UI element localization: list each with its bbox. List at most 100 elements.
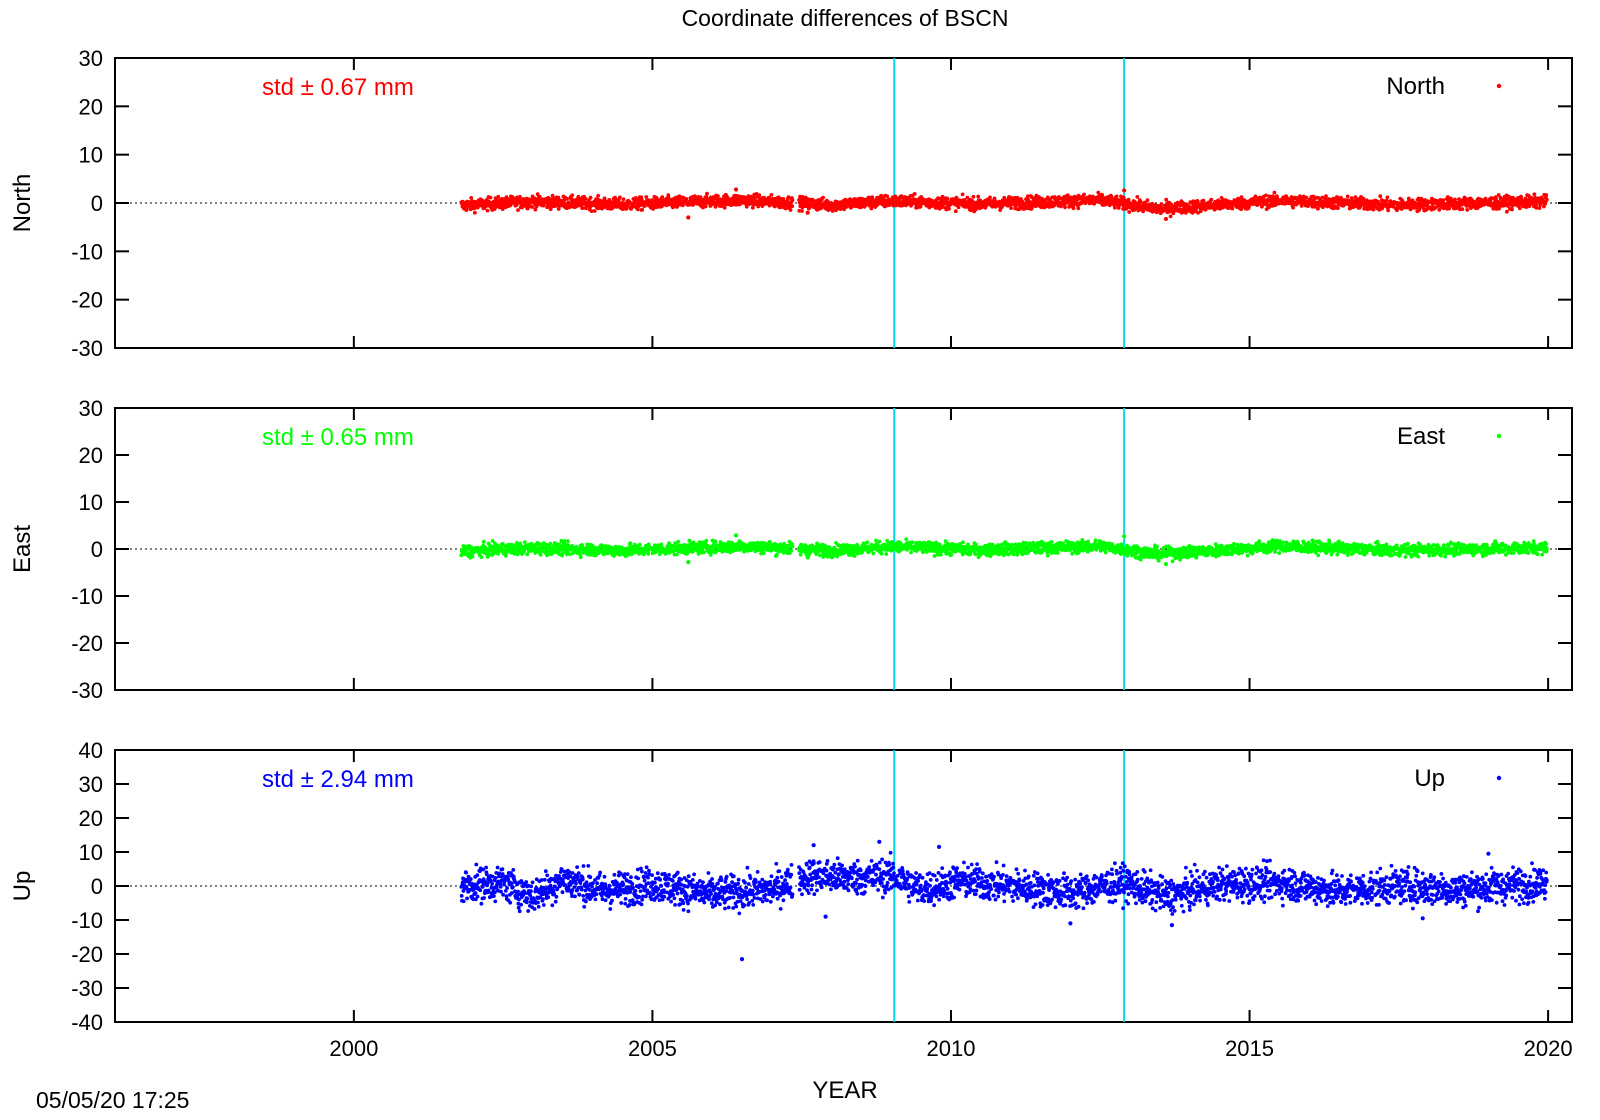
data-point bbox=[818, 553, 822, 558]
data-point bbox=[602, 196, 607, 201]
data-point bbox=[871, 551, 876, 556]
data-point bbox=[470, 554, 475, 559]
data-point bbox=[635, 207, 640, 212]
data-point bbox=[1441, 198, 1446, 203]
data-point bbox=[1264, 193, 1268, 198]
data-point bbox=[956, 205, 961, 210]
data-point bbox=[613, 195, 617, 200]
y-tick-label: 0 bbox=[91, 537, 103, 562]
data-point bbox=[570, 193, 575, 198]
data-point bbox=[904, 537, 909, 541]
data-point bbox=[852, 554, 857, 558]
std-label: std ± 0.65 mm bbox=[262, 424, 414, 451]
data-point bbox=[1545, 197, 1549, 202]
data-point bbox=[472, 206, 477, 211]
data-point bbox=[1009, 206, 1013, 211]
data-point bbox=[1076, 206, 1081, 211]
data-point bbox=[945, 196, 950, 201]
data-point bbox=[617, 552, 622, 557]
data-point bbox=[1272, 190, 1277, 195]
data-point bbox=[548, 541, 553, 546]
data-point bbox=[1505, 209, 1509, 214]
data-point bbox=[588, 195, 593, 200]
data-point bbox=[1116, 206, 1121, 210]
data-point bbox=[961, 540, 965, 545]
y-tick-label: -20 bbox=[71, 288, 103, 313]
data-point bbox=[637, 542, 642, 547]
data-points bbox=[459, 533, 1549, 567]
data-point bbox=[580, 206, 585, 211]
data-point bbox=[633, 196, 638, 200]
data-point bbox=[516, 208, 520, 213]
legend-marker bbox=[1496, 83, 1502, 89]
data-point bbox=[1168, 214, 1173, 219]
data-point bbox=[538, 553, 543, 557]
data-point bbox=[800, 209, 804, 213]
data-point bbox=[790, 544, 795, 549]
data-point-outlier bbox=[1122, 188, 1127, 193]
data-point bbox=[515, 552, 520, 557]
data-point bbox=[1071, 206, 1076, 211]
data-point bbox=[646, 552, 651, 556]
data-point bbox=[821, 195, 825, 200]
data-point bbox=[1386, 208, 1390, 213]
data-point bbox=[973, 552, 978, 557]
y-tick-label: 0 bbox=[91, 191, 103, 216]
data-point bbox=[949, 552, 954, 557]
data-point bbox=[790, 198, 795, 203]
data-point bbox=[790, 204, 795, 209]
data-point bbox=[798, 552, 803, 557]
data-point bbox=[909, 550, 913, 555]
data-point bbox=[879, 551, 884, 556]
data-point bbox=[479, 555, 484, 560]
data-point bbox=[1510, 207, 1514, 212]
data-point bbox=[769, 193, 774, 197]
y-tick-label: -20 bbox=[71, 631, 103, 656]
data-point bbox=[481, 539, 486, 544]
data-point bbox=[953, 209, 958, 214]
data-point bbox=[775, 552, 779, 557]
data-point bbox=[761, 551, 766, 556]
data-point bbox=[485, 208, 490, 213]
data-point bbox=[722, 205, 727, 210]
legend-label: North bbox=[1386, 73, 1445, 100]
data-point bbox=[702, 550, 706, 555]
data-point bbox=[583, 196, 588, 201]
data-point bbox=[938, 552, 943, 557]
data-point bbox=[469, 196, 474, 200]
chart-title: Coordinate differences of BSCN bbox=[682, 5, 1009, 31]
data-point bbox=[1371, 207, 1376, 212]
data-point-outlier bbox=[686, 215, 691, 220]
data-point bbox=[1447, 206, 1452, 211]
data-point bbox=[877, 539, 882, 544]
data-point bbox=[617, 195, 622, 200]
data-point bbox=[644, 195, 649, 199]
data-point bbox=[525, 552, 530, 557]
data-point bbox=[566, 539, 570, 543]
data-point bbox=[1291, 205, 1295, 210]
data-point bbox=[518, 195, 522, 199]
data-point bbox=[940, 194, 945, 199]
data-point bbox=[595, 202, 599, 207]
data-point bbox=[1209, 197, 1214, 202]
y-axis-title: North bbox=[9, 174, 36, 233]
data-point bbox=[565, 196, 569, 201]
y-tick-label: 10 bbox=[79, 143, 103, 168]
data-point bbox=[496, 194, 501, 199]
data-point bbox=[666, 193, 671, 198]
data-point bbox=[1230, 206, 1235, 211]
data-point bbox=[1127, 210, 1132, 214]
data-point bbox=[703, 204, 708, 209]
data-point bbox=[1063, 205, 1067, 210]
data-point bbox=[1138, 199, 1143, 204]
data-point bbox=[578, 555, 583, 560]
data-point bbox=[473, 210, 477, 215]
data-point bbox=[678, 198, 683, 203]
data-point bbox=[947, 207, 951, 211]
data-point bbox=[1145, 198, 1150, 203]
data-point bbox=[1345, 194, 1350, 199]
data-point bbox=[874, 538, 878, 543]
data-point bbox=[1135, 195, 1140, 199]
